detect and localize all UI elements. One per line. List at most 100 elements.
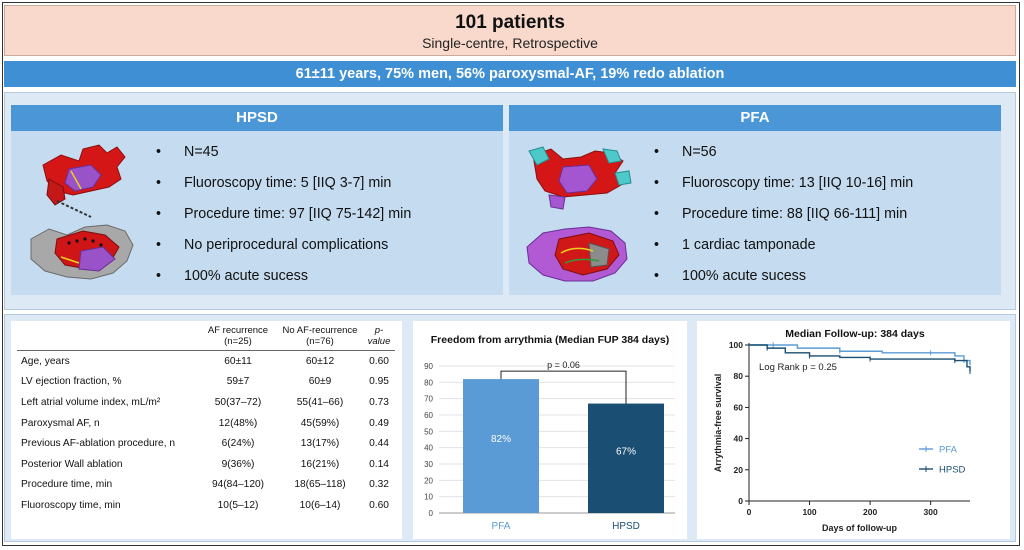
demographics-band: 61±11 years, 75% men, 56% paroxysmal-AF,…: [4, 61, 1016, 87]
y-tick-label: 30: [424, 460, 433, 469]
y-tick-label: 20: [424, 476, 433, 485]
bar-value-label: 67%: [616, 446, 636, 457]
header-subtitle: Single-centre, Retrospective: [5, 34, 1015, 52]
bar-chart-title: Freedom from arrythmia (Median FUP 384 d…: [431, 334, 669, 346]
bar-chart-box: Freedom from arrythmia (Median FUP 384 d…: [413, 321, 687, 539]
bar-chart: Freedom from arrythmia (Median FUP 384 d…: [413, 321, 687, 539]
y-tick-label: 40: [424, 444, 433, 453]
y-tick-label: 90: [424, 362, 433, 371]
legend-label: PFA: [939, 445, 958, 456]
table-cell: 10(6–14): [277, 495, 363, 516]
table-cell: 50(37–72): [199, 392, 277, 413]
table-header-row: AF recurrence (n=25) No AF-recurrence (n…: [17, 321, 395, 351]
table-cell: 0.14: [363, 454, 395, 475]
pfa-bullet: N=56: [649, 137, 913, 168]
y-tick-label: 80: [734, 371, 744, 381]
table-cell: 59±7: [199, 372, 277, 393]
table-row: Left atrial volume index, mL/m² 50(37–72)…: [17, 392, 395, 413]
x-axis-label: Days of follow-up: [822, 523, 897, 533]
table-cell: 6(24%): [199, 433, 277, 454]
table-header: No AF-recurrence (n=76): [277, 321, 363, 351]
bar-value-label: 82%: [491, 434, 511, 445]
table-cell: Previous AF-ablation procedure, n: [17, 433, 199, 454]
pfa-panel-title: PFA: [509, 105, 1001, 131]
table-cell: 55(41–66): [277, 392, 363, 413]
table-cell: Fluoroscopy time, min: [17, 495, 199, 516]
y-tick-label: 60: [734, 402, 744, 412]
table-row: Posterior Wall ablation 9(36%) 16(21%) 0.14: [17, 454, 395, 475]
table-cell: LV ejection fraction, %: [17, 372, 199, 393]
table-cell: 13(17%): [277, 433, 363, 454]
table-cell: 12(48%): [199, 413, 277, 434]
y-axis-label: Arrythmia-free survival: [713, 374, 723, 473]
table-cell: 45(59%): [277, 413, 363, 434]
y-tick-label: 50: [424, 427, 433, 436]
table-cell: Paroxysmal AF, n: [17, 413, 199, 434]
table-cell: 0.60: [363, 351, 395, 372]
table-cell: 0.95: [363, 372, 395, 393]
table-cell: 60±9: [277, 372, 363, 393]
y-tick-label: 80: [424, 378, 433, 387]
baseline-table-box: AF recurrence (n=25) No AF-recurrence (n…: [11, 321, 402, 539]
bar: [463, 379, 539, 513]
table-row: Previous AF-ablation procedure, n 6(24%) 1…: [17, 433, 395, 454]
legend-label: HPSD: [939, 465, 966, 476]
table-cell: 18(65–118): [277, 475, 363, 496]
table-cell: 10(5–12): [199, 495, 277, 516]
y-tick-label: 0: [738, 496, 743, 506]
hpsd-bullet: 100% acute sucess: [151, 261, 411, 292]
y-tick-label: 100: [729, 340, 743, 350]
hpsd-bullet: Fluoroscopy time: 5 [IIQ 3-7] min: [151, 168, 411, 199]
table-cell: 60±12: [277, 351, 363, 372]
table-cell: Left atrial volume index, mL/m²: [17, 392, 199, 413]
table-cell: 0.32: [363, 475, 395, 496]
log-rank-annotation: Log Rank p = 0.25: [759, 362, 837, 373]
pfa-atrial-map-image: [519, 135, 639, 293]
x-tick-label: 200: [863, 507, 877, 517]
table-row: Fluoroscopy time, min 10(5–12) 10(6–14) 0.6…: [17, 495, 395, 516]
table-row: Procedure time, min 94(84–120) 18(65–118) 0…: [17, 475, 395, 496]
x-tick-label: HPSD: [612, 521, 640, 532]
header-title: 101 patients: [5, 12, 1015, 34]
y-tick-label: 40: [734, 434, 744, 444]
table-header: [17, 321, 199, 351]
pfa-bullet: Fluoroscopy time: 13 [IIQ 10-16] min: [649, 168, 913, 199]
table-cell: 94(84–120): [199, 475, 277, 496]
table-cell: 0.73: [363, 392, 395, 413]
table-cell: 60±11: [199, 351, 277, 372]
table-cell: 16(21%): [277, 454, 363, 475]
pfa-bullet: 100% acute sucess: [649, 261, 913, 292]
hpsd-panel-title: HPSD: [11, 105, 503, 131]
table-header: p-value: [363, 321, 395, 351]
pfa-panel: PFA N=56 Fluoroscopy time: 13 [IIQ 10-16…: [509, 105, 1001, 295]
x-tick-label: PFA: [492, 521, 511, 532]
pfa-bullet: Procedure time: 88 [IIQ 66-111] min: [649, 199, 913, 230]
table-header: AF recurrence (n=25): [199, 321, 277, 351]
y-tick-label: 20: [734, 465, 744, 475]
p-value-annotation: p = 0.06: [547, 360, 580, 370]
header-box: 101 patients Single-centre, Retrospectiv…: [4, 5, 1016, 56]
bar: [588, 404, 664, 513]
baseline-table: AF recurrence (n=25) No AF-recurrence (n…: [17, 321, 395, 516]
km-chart-box: Median Follow-up: 384 days 0 20 40 60 80 100 0…: [697, 321, 1010, 539]
y-tick-label: 0: [429, 509, 434, 518]
x-tick-label: 0: [747, 507, 752, 517]
y-tick-label: 70: [424, 395, 433, 404]
pfa-bullet-list: N=56 Fluoroscopy time: 13 [IIQ 10-16] mi…: [649, 137, 913, 292]
table-cell: 9(36%): [199, 454, 277, 475]
y-tick-label: 10: [424, 493, 433, 502]
table-row: Age, years 60±11 60±12 0.60: [17, 351, 395, 372]
table-cell: Posterior Wall ablation: [17, 454, 199, 475]
x-tick-label: 100: [802, 507, 816, 517]
y-tick-label: 60: [424, 411, 433, 420]
hpsd-bullet: Procedure time: 97 [IIQ 75-142] min: [151, 199, 411, 230]
km-chart-title: Median Follow-up: 384 days: [785, 328, 925, 340]
table-cell: 0.44: [363, 433, 395, 454]
hpsd-bullet: N=45: [151, 137, 411, 168]
table-row: Paroxysmal AF, n 12(48%) 45(59%) 0.49: [17, 413, 395, 434]
pfa-bullet: 1 cardiac tamponade: [649, 230, 913, 261]
table-cell: Procedure time, min: [17, 475, 199, 496]
table-cell: 0.60: [363, 495, 395, 516]
x-tick-label: 300: [924, 507, 938, 517]
hpsd-bullet-list: N=45 Fluoroscopy time: 5 [IIQ 3-7] min P…: [151, 137, 411, 292]
